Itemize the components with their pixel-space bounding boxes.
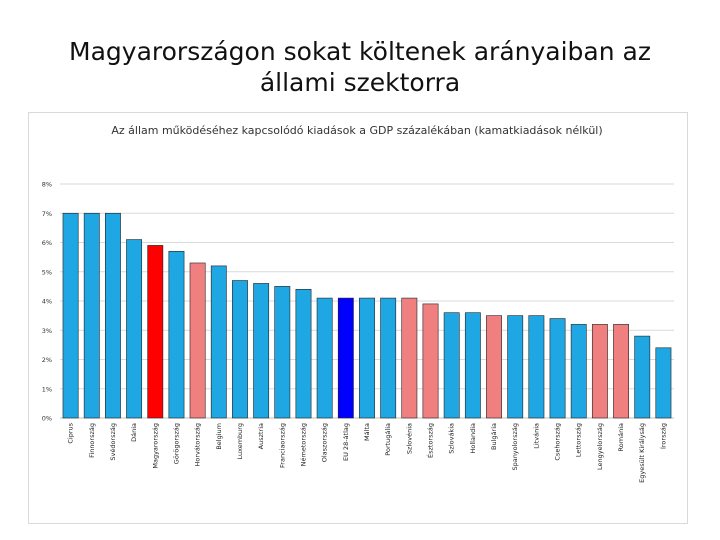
- bar: [274, 286, 291, 419]
- x-category-label: Horvátország: [194, 423, 202, 466]
- bar: [591, 324, 608, 419]
- x-category-label: Belgium: [215, 423, 223, 450]
- bar: [486, 315, 502, 419]
- bar: [549, 318, 566, 419]
- x-category-label: Szlovénia: [405, 423, 413, 454]
- bar: [655, 347, 672, 419]
- bar: [210, 265, 227, 419]
- x-category-label: Finnország: [88, 423, 96, 458]
- x-category-label: Svédország: [109, 423, 117, 461]
- tick-layer: 0% 1% 2% 3% 4% 5% 6% 7% 8%: [42, 181, 52, 423]
- y-tick-label: 2%: [42, 356, 52, 364]
- x-category-label: Ciprus: [67, 422, 75, 443]
- x-category-label: Észtország: [426, 423, 435, 458]
- bar: [253, 283, 270, 419]
- x-category-label: Írország: [658, 423, 667, 449]
- x-category-label: Egyesült Királyság: [638, 423, 646, 483]
- bar: [401, 297, 418, 419]
- slide-title: Magyarországon sokat költenek arányaiban…: [69, 37, 651, 97]
- x-category-label: EU 28-átlag: [342, 423, 350, 461]
- bar: [380, 297, 397, 419]
- x-category-label: Málta: [363, 423, 371, 441]
- bar: [443, 312, 460, 419]
- y-tick-label: 0%: [42, 415, 52, 423]
- bar: [189, 262, 206, 419]
- x-category-label: Görögország: [172, 423, 180, 464]
- x-category-label: Luxemburg: [236, 423, 244, 460]
- bar: [464, 312, 481, 419]
- y-tick-label: 3%: [42, 327, 52, 335]
- x-category-label: Németország: [299, 423, 307, 466]
- x-category-label: Magyarország: [151, 423, 159, 469]
- chart-title: Az állam működéséhez kapcsolódó kiadások…: [111, 124, 603, 137]
- bar: [105, 212, 121, 419]
- bar: [295, 288, 312, 419]
- x-category-label: Bulgária: [490, 423, 498, 450]
- y-tick-label: 8%: [42, 181, 52, 189]
- x-category-label: Olaszország: [321, 423, 329, 462]
- x-category-label: Lettország: [575, 423, 583, 457]
- y-tick-label: 4%: [42, 298, 52, 306]
- bar: [613, 324, 629, 419]
- bar: [83, 212, 100, 419]
- x-category-label: Ausztria: [257, 423, 265, 449]
- bar-layer: [62, 212, 672, 419]
- bar: [422, 303, 439, 419]
- bar: [316, 297, 333, 419]
- bar: [570, 324, 587, 419]
- bar: [232, 280, 248, 419]
- x-category-label: Spanyolország: [511, 423, 519, 471]
- y-tick-label: 7%: [42, 210, 52, 218]
- bar: [147, 245, 164, 419]
- bar: [337, 297, 354, 419]
- x-category-label: Szlovákia: [448, 423, 456, 454]
- bar: [168, 250, 185, 419]
- category-label-layer: Ciprus Finnország Svédország Dánia Magyarors…: [67, 422, 668, 482]
- x-category-label: Csehország: [554, 423, 562, 461]
- x-category-label: Románia: [617, 423, 625, 451]
- bar: [126, 239, 143, 419]
- bar: [507, 315, 524, 419]
- y-tick-label: 1%: [42, 385, 52, 393]
- x-category-label: Lengyelország: [596, 423, 604, 470]
- x-category-label: Hollandia: [469, 423, 477, 454]
- bar: [528, 315, 545, 419]
- x-category-label: Litvánia: [532, 423, 540, 449]
- x-category-label: Portugália: [384, 423, 392, 456]
- x-category-label: Dánia: [130, 423, 138, 442]
- x-category-label: Franciaország: [278, 423, 286, 468]
- bar: [634, 335, 651, 419]
- y-tick-label: 6%: [42, 239, 52, 247]
- bar: [62, 212, 79, 419]
- bar: [359, 297, 375, 419]
- y-tick-label: 5%: [42, 268, 52, 276]
